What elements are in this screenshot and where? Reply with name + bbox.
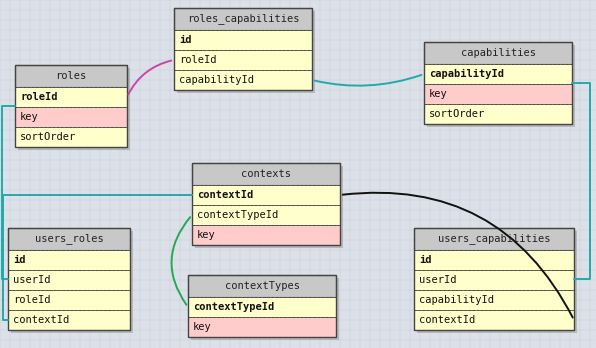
FancyBboxPatch shape [195, 166, 343, 248]
Text: id: id [13, 255, 26, 265]
Text: key: key [197, 230, 216, 240]
FancyBboxPatch shape [192, 205, 340, 225]
FancyBboxPatch shape [192, 185, 340, 205]
FancyBboxPatch shape [174, 70, 312, 90]
Text: id: id [419, 255, 432, 265]
FancyBboxPatch shape [15, 65, 127, 87]
FancyBboxPatch shape [424, 42, 572, 64]
FancyBboxPatch shape [15, 107, 127, 127]
Text: contextTypeId: contextTypeId [197, 210, 278, 220]
Text: capabilityId: capabilityId [429, 69, 504, 79]
FancyBboxPatch shape [188, 275, 336, 297]
FancyBboxPatch shape [414, 250, 574, 270]
FancyBboxPatch shape [177, 11, 315, 93]
Text: contextTypeId: contextTypeId [193, 302, 274, 312]
FancyBboxPatch shape [15, 127, 127, 147]
FancyArrowPatch shape [128, 61, 171, 95]
FancyBboxPatch shape [174, 30, 312, 50]
FancyBboxPatch shape [11, 231, 133, 333]
Text: contextId: contextId [13, 315, 69, 325]
FancyArrowPatch shape [315, 75, 421, 86]
FancyBboxPatch shape [427, 45, 575, 127]
Text: capabilities: capabilities [461, 48, 535, 58]
Text: capabilityId: capabilityId [419, 295, 494, 305]
FancyBboxPatch shape [8, 270, 130, 290]
FancyBboxPatch shape [414, 228, 574, 250]
FancyBboxPatch shape [424, 104, 572, 124]
FancyBboxPatch shape [8, 228, 130, 250]
Text: contexts: contexts [241, 169, 291, 179]
Text: sortOrder: sortOrder [20, 132, 76, 142]
FancyBboxPatch shape [191, 278, 339, 340]
FancyBboxPatch shape [188, 297, 336, 317]
FancyArrowPatch shape [343, 193, 573, 317]
Text: key: key [193, 322, 212, 332]
FancyBboxPatch shape [192, 163, 340, 185]
Text: capabilityId: capabilityId [179, 75, 254, 85]
Text: roles_capabilities: roles_capabilities [187, 14, 299, 24]
Text: contextTypes: contextTypes [225, 281, 300, 291]
FancyBboxPatch shape [18, 68, 130, 150]
FancyBboxPatch shape [174, 8, 312, 30]
Text: users_roles: users_roles [35, 234, 103, 244]
FancyBboxPatch shape [417, 231, 577, 333]
FancyBboxPatch shape [8, 310, 130, 330]
FancyArrowPatch shape [172, 217, 190, 305]
Text: contextId: contextId [419, 315, 475, 325]
FancyBboxPatch shape [192, 225, 340, 245]
FancyBboxPatch shape [414, 290, 574, 310]
Text: key: key [429, 89, 448, 99]
FancyBboxPatch shape [8, 290, 130, 310]
Text: id: id [179, 35, 191, 45]
Text: key: key [20, 112, 39, 122]
FancyBboxPatch shape [8, 250, 130, 270]
Text: sortOrder: sortOrder [429, 109, 485, 119]
FancyBboxPatch shape [424, 84, 572, 104]
Text: roleId: roleId [20, 92, 57, 102]
Text: users_capabilities: users_capabilities [437, 234, 550, 244]
FancyBboxPatch shape [174, 50, 312, 70]
Text: contextId: contextId [197, 190, 253, 200]
FancyBboxPatch shape [414, 270, 574, 290]
FancyBboxPatch shape [188, 317, 336, 337]
FancyBboxPatch shape [414, 310, 574, 330]
Text: userId: userId [419, 275, 457, 285]
Text: userId: userId [13, 275, 51, 285]
Text: roleId: roleId [179, 55, 216, 65]
FancyBboxPatch shape [15, 87, 127, 107]
Text: roleId: roleId [13, 295, 51, 305]
FancyBboxPatch shape [424, 64, 572, 84]
Text: roles: roles [55, 71, 86, 81]
